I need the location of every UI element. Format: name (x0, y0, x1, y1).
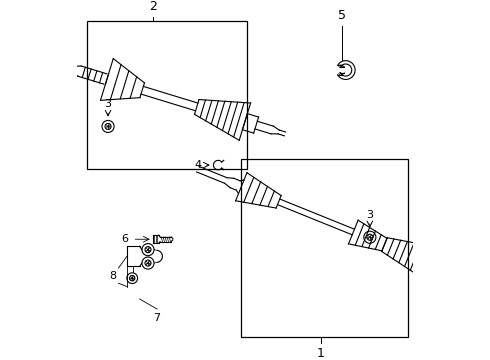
Text: 1: 1 (317, 347, 324, 360)
Text: 5: 5 (338, 9, 346, 22)
Text: 2: 2 (149, 0, 157, 13)
Text: 8: 8 (110, 271, 117, 282)
Text: 4: 4 (195, 160, 202, 170)
Text: 7: 7 (153, 313, 161, 323)
Text: 6: 6 (122, 234, 128, 244)
Text: 3: 3 (367, 210, 373, 220)
Text: 3: 3 (104, 99, 112, 109)
